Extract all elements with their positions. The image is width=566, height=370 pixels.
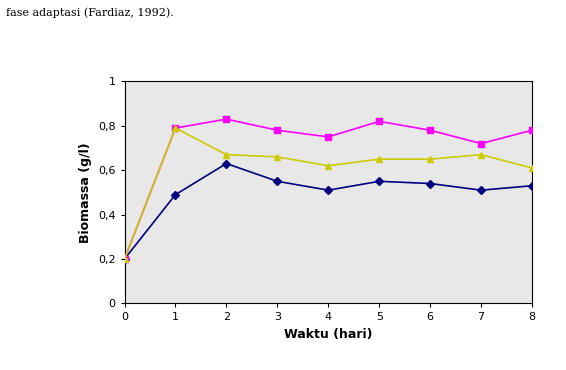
molase 0,5% — [172, 126, 179, 130]
Line: molase 0%: molase 0% — [122, 161, 535, 262]
molase 1% — [529, 166, 535, 170]
molase 0% — [121, 257, 128, 261]
Line: molase 0,5%: molase 0,5% — [122, 116, 535, 262]
X-axis label: Waktu (hari): Waktu (hari) — [284, 328, 372, 341]
molase 0% — [478, 188, 484, 192]
molase 0% — [529, 184, 535, 188]
molase 0,5% — [427, 128, 434, 132]
molase 0% — [427, 181, 434, 186]
molase 1% — [172, 126, 179, 130]
molase 1% — [121, 257, 128, 261]
molase 1% — [478, 152, 484, 157]
molase 0,5% — [478, 141, 484, 146]
molase 0% — [223, 161, 230, 166]
molase 0,5% — [529, 128, 535, 132]
molase 0,5% — [325, 135, 332, 139]
molase 1% — [274, 155, 281, 159]
molase 1% — [427, 157, 434, 161]
Text: fase adaptasi (Fardiaz, 1992).: fase adaptasi (Fardiaz, 1992). — [6, 7, 173, 18]
molase 0% — [376, 179, 383, 184]
Line: molase 1%: molase 1% — [122, 125, 535, 262]
molase 0,5% — [376, 119, 383, 124]
molase 0,5% — [121, 257, 128, 261]
molase 0,5% — [274, 128, 281, 132]
molase 0% — [325, 188, 332, 192]
molase 0% — [172, 192, 179, 197]
molase 0,5% — [223, 117, 230, 121]
molase 0% — [274, 179, 281, 184]
molase 1% — [223, 152, 230, 157]
molase 1% — [376, 157, 383, 161]
Y-axis label: Biomassa (g/l): Biomassa (g/l) — [79, 142, 92, 243]
molase 1% — [325, 164, 332, 168]
